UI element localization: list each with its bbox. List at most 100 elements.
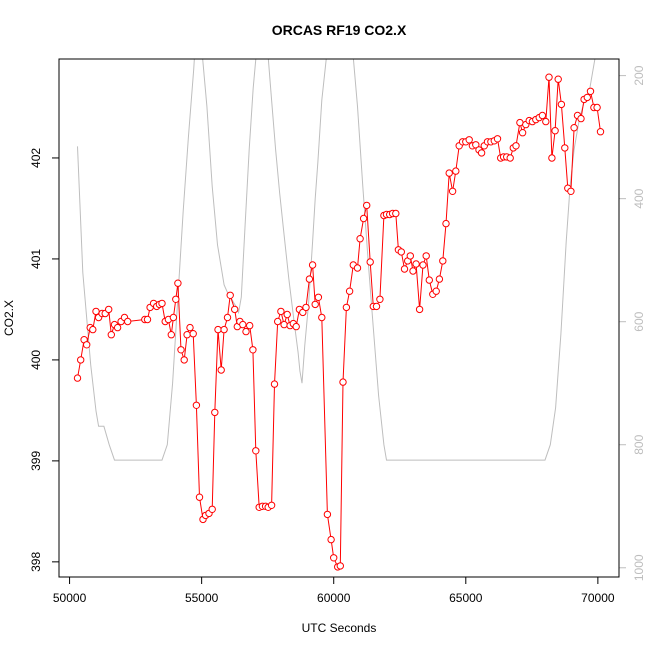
- co2-point: [305, 275, 314, 283]
- x-tick-label: 50000: [53, 591, 87, 605]
- x-axis-label: UTC Seconds: [302, 621, 377, 635]
- co2-point: [372, 302, 381, 311]
- co2-point: [180, 356, 188, 364]
- co2-point: [239, 320, 247, 329]
- co2-point: [73, 374, 82, 382]
- co2-point: [586, 87, 595, 96]
- x-tick-label: 65000: [449, 591, 483, 605]
- co2-point: [339, 378, 347, 386]
- co2-point: [538, 111, 547, 120]
- pressure-line: [77, 59, 596, 461]
- co2-point: [186, 323, 194, 332]
- co2-point: [214, 325, 222, 334]
- co2-point: [158, 299, 166, 308]
- co2-point: [392, 209, 400, 218]
- co2-point: [308, 261, 317, 269]
- co2-point: [593, 103, 601, 112]
- y2-tick-label: 200: [632, 65, 646, 85]
- co2-point: [169, 313, 178, 322]
- co2-point: [327, 535, 335, 544]
- co2-point: [113, 323, 122, 332]
- co2-point: [548, 154, 556, 162]
- co2-point: [425, 276, 433, 284]
- co2-point: [570, 124, 578, 132]
- co2-point: [89, 325, 97, 334]
- y2-tick-label: 800: [632, 434, 646, 454]
- co2-point: [77, 356, 85, 364]
- co2-point: [518, 129, 527, 137]
- co2-point: [432, 287, 440, 295]
- co2-point: [419, 261, 427, 269]
- co2-point: [226, 291, 234, 299]
- co2-point: [567, 187, 575, 196]
- co2-point: [336, 562, 344, 570]
- y2-tick-label: 1000: [632, 554, 646, 581]
- co2-point: [554, 75, 562, 83]
- co2-point: [292, 322, 300, 331]
- co2-point: [223, 313, 232, 322]
- co2-point: [422, 252, 430, 260]
- co2-point: [192, 401, 201, 409]
- co2-point: [143, 315, 152, 324]
- co2-point: [318, 313, 326, 322]
- co2-point: [493, 135, 502, 143]
- co2-point: [211, 408, 219, 417]
- co2-point: [577, 114, 585, 123]
- x-tick-label: 70000: [581, 591, 615, 605]
- x-tick-label: 55000: [185, 591, 219, 605]
- co2-point: [465, 136, 473, 144]
- co2-point: [542, 117, 550, 126]
- co2-point: [409, 267, 417, 275]
- co2-point: [220, 325, 228, 334]
- y-tick-label: 402: [29, 148, 43, 168]
- co2-point: [311, 300, 319, 309]
- co2-point: [274, 317, 282, 326]
- y2-tick-label: 600: [632, 311, 646, 331]
- co2-point: [506, 154, 514, 162]
- co2-point: [400, 265, 409, 273]
- co2-point: [342, 303, 351, 312]
- co2-point: [452, 167, 460, 175]
- co2-point: [477, 149, 486, 157]
- co2-point: [512, 142, 520, 150]
- co2-point: [231, 305, 239, 314]
- y2-tick-label: 400: [632, 188, 646, 208]
- co2-point: [242, 327, 250, 336]
- chart-title: ORCAS RF19 CO2.X: [272, 22, 407, 38]
- co2-point: [363, 201, 371, 210]
- y-tick-label: 401: [29, 249, 43, 269]
- co2-point: [415, 305, 424, 314]
- co2-point: [412, 260, 420, 268]
- co2-point: [551, 127, 559, 135]
- plot-frame: [58, 58, 620, 578]
- co2-point: [472, 141, 480, 149]
- co2-point: [124, 317, 132, 326]
- x-tick-label: 60000: [317, 591, 351, 605]
- co2-point: [83, 341, 91, 349]
- co2-point: [359, 214, 368, 223]
- co2-point: [174, 279, 182, 287]
- co2-point: [442, 219, 450, 228]
- co2-point: [92, 307, 100, 316]
- co2-point: [208, 505, 216, 513]
- co2-point: [345, 287, 354, 295]
- co2-series: [73, 73, 605, 571]
- co2-point: [183, 331, 191, 339]
- co2-point: [314, 293, 323, 301]
- co2-point: [353, 264, 362, 272]
- co2-point: [557, 100, 566, 109]
- co2-point: [107, 331, 116, 339]
- co2-point: [252, 447, 260, 455]
- co2-point: [302, 303, 310, 312]
- co2-point: [283, 310, 291, 319]
- pressure-series: [77, 59, 596, 461]
- co2-point: [167, 331, 176, 339]
- co2-point: [246, 321, 254, 330]
- co2-point: [270, 380, 279, 388]
- co2-point: [439, 257, 447, 265]
- co2-point: [397, 248, 405, 256]
- co2-point: [406, 252, 414, 260]
